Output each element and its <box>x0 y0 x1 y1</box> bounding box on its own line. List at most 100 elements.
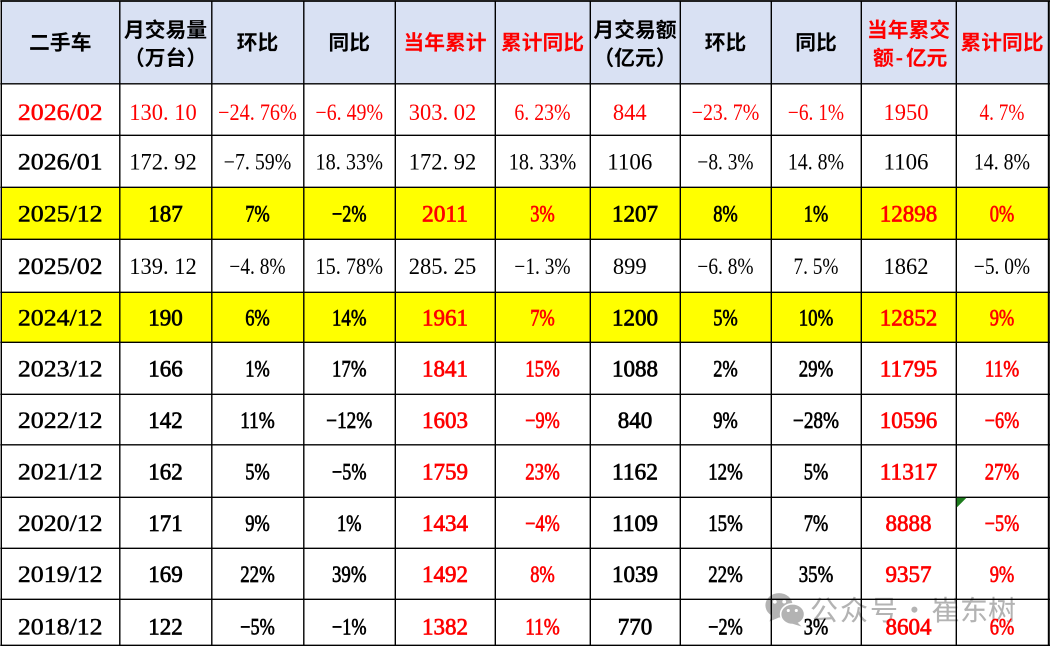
svg-text:7%: 7% <box>245 202 270 227</box>
svg-text:29%: 29% <box>799 357 834 382</box>
svg-text:−1. 3%: −1. 3% <box>514 254 570 279</box>
svg-text:10%: 10% <box>799 306 834 331</box>
svg-text:27%: 27% <box>985 459 1020 484</box>
svg-text:162: 162 <box>148 459 183 484</box>
svg-text:1%: 1% <box>337 511 362 536</box>
svg-text:−6. 8%: −6. 8% <box>697 254 753 279</box>
svg-text:1961: 1961 <box>422 306 468 331</box>
svg-text:122: 122 <box>148 615 183 640</box>
svg-text:17%: 17% <box>332 357 367 382</box>
svg-text:−2%: −2% <box>708 615 743 640</box>
svg-text:2011: 2011 <box>422 202 468 227</box>
svg-text:22%: 22% <box>240 562 275 587</box>
svg-text:1382: 1382 <box>422 615 468 640</box>
svg-text:2022/12: 2022/12 <box>18 408 103 433</box>
svg-text:171: 171 <box>148 511 183 536</box>
svg-text:−12%: −12% <box>326 408 372 433</box>
svg-text:139. 12: 139. 12 <box>129 254 197 279</box>
svg-text:14. 8%: 14. 8% <box>788 150 844 175</box>
svg-text:840: 840 <box>618 408 653 433</box>
svg-text:7%: 7% <box>804 511 829 536</box>
svg-text:1109: 1109 <box>612 511 658 536</box>
svg-text:770: 770 <box>618 615 653 640</box>
svg-text:18. 33%: 18. 33% <box>316 150 384 175</box>
svg-text:−5%: −5% <box>240 615 275 640</box>
svg-text:15. 78%: 15. 78% <box>316 254 384 279</box>
svg-text:23%: 23% <box>525 459 560 484</box>
svg-text:1162: 1162 <box>612 459 658 484</box>
svg-text:1039: 1039 <box>612 562 658 587</box>
svg-text:1759: 1759 <box>422 459 468 484</box>
svg-text:−7. 59%: −7. 59% <box>224 150 292 175</box>
svg-text:12852: 12852 <box>880 306 938 331</box>
svg-text:1106: 1106 <box>884 150 929 175</box>
svg-text:2020/12: 2020/12 <box>18 511 103 536</box>
svg-text:−28%: −28% <box>793 408 839 433</box>
svg-text:11795: 11795 <box>880 357 938 382</box>
svg-text:12%: 12% <box>708 459 743 484</box>
svg-text:285. 25: 285. 25 <box>409 254 477 279</box>
svg-text:−1%: −1% <box>332 615 367 640</box>
svg-text:14. 8%: 14. 8% <box>974 150 1030 175</box>
svg-text:−23. 7%: −23. 7% <box>692 100 760 125</box>
svg-text:8%: 8% <box>530 562 555 587</box>
svg-text:12898: 12898 <box>880 202 938 227</box>
svg-text:1%: 1% <box>804 202 829 227</box>
svg-text:9%: 9% <box>990 306 1015 331</box>
svg-text:−4. 8%: −4. 8% <box>229 254 285 279</box>
svg-text:8888: 8888 <box>886 511 932 536</box>
svg-text:5%: 5% <box>245 459 270 484</box>
svg-text:3%: 3% <box>530 202 555 227</box>
svg-text:2%: 2% <box>713 357 738 382</box>
svg-text:−4%: −4% <box>525 511 560 536</box>
svg-text:2026/01: 2026/01 <box>18 150 103 175</box>
svg-text:−8. 3%: −8. 3% <box>697 150 753 175</box>
svg-text:6%: 6% <box>245 306 270 331</box>
svg-text:1207: 1207 <box>612 202 658 227</box>
svg-text:1950: 1950 <box>884 100 929 125</box>
svg-text:130. 10: 130. 10 <box>129 100 197 125</box>
svg-text:1088: 1088 <box>612 357 658 382</box>
svg-text:844: 844 <box>613 100 647 125</box>
svg-text:15%: 15% <box>525 357 560 382</box>
svg-text:−5%: −5% <box>332 459 367 484</box>
svg-text:11317: 11317 <box>880 459 938 484</box>
svg-text:9%: 9% <box>245 511 270 536</box>
svg-text:1%: 1% <box>245 357 270 382</box>
svg-text:8604: 8604 <box>886 615 933 640</box>
svg-text:14%: 14% <box>332 306 367 331</box>
svg-text:142: 142 <box>148 408 183 433</box>
svg-text:4. 7%: 4. 7% <box>980 100 1025 125</box>
svg-text:6. 23%: 6. 23% <box>514 100 570 125</box>
svg-text:1434: 1434 <box>422 511 469 536</box>
svg-text:39%: 39% <box>332 562 367 587</box>
svg-text:−6%: −6% <box>985 408 1020 433</box>
svg-text:7%: 7% <box>530 306 555 331</box>
svg-text:1603: 1603 <box>422 408 468 433</box>
svg-text:−24. 76%: −24. 76% <box>218 100 297 125</box>
svg-text:9%: 9% <box>713 408 738 433</box>
svg-text:2023/12: 2023/12 <box>18 357 103 382</box>
svg-text:2024/12: 2024/12 <box>18 306 103 331</box>
svg-text:187: 187 <box>148 202 183 227</box>
svg-text:−9%: −9% <box>525 408 560 433</box>
svg-text:10596: 10596 <box>880 408 938 433</box>
svg-text:11%: 11% <box>240 408 275 433</box>
svg-text:899: 899 <box>613 254 647 279</box>
svg-text:166: 166 <box>148 357 183 382</box>
svg-text:2018/12: 2018/12 <box>18 615 103 640</box>
svg-text:2026/02: 2026/02 <box>18 100 103 125</box>
svg-text:−5. 0%: −5. 0% <box>974 254 1030 279</box>
svg-text:1106: 1106 <box>607 150 652 175</box>
svg-text:−6. 49%: −6. 49% <box>316 100 384 125</box>
svg-text:1841: 1841 <box>422 357 468 382</box>
svg-text:1862: 1862 <box>884 254 929 279</box>
svg-text:2025/02: 2025/02 <box>18 254 103 279</box>
svg-text:9%: 9% <box>990 562 1015 587</box>
svg-text:−6. 1%: −6. 1% <box>788 100 844 125</box>
svg-text:190: 190 <box>148 306 183 331</box>
svg-text:11%: 11% <box>525 615 560 640</box>
svg-text:1200: 1200 <box>612 306 658 331</box>
svg-text:35%: 35% <box>799 562 834 587</box>
svg-text:7. 5%: 7. 5% <box>794 254 839 279</box>
